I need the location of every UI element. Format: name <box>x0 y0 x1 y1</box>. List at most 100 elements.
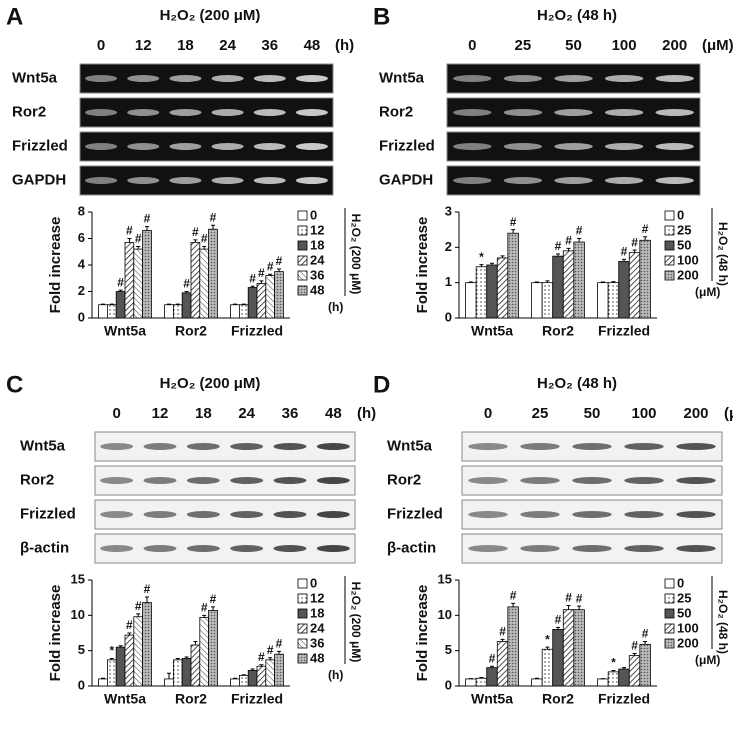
lane-label: 100 <box>612 37 637 54</box>
bar <box>257 666 266 686</box>
significance-marker: # <box>267 259 274 273</box>
legend-unit: (h) <box>328 668 343 682</box>
legend-swatch <box>298 579 307 588</box>
blot <box>95 466 355 495</box>
significance-marker: # <box>117 275 124 289</box>
legend-swatch <box>298 639 307 648</box>
lane-label: 0 <box>468 37 476 54</box>
bar <box>640 240 651 318</box>
bar <box>542 649 553 686</box>
band <box>572 511 612 518</box>
blot-label: Frizzled <box>20 505 76 522</box>
bar <box>231 679 240 686</box>
band <box>85 143 117 150</box>
band <box>676 545 716 552</box>
bar <box>266 660 275 686</box>
band <box>655 109 693 116</box>
legend-swatch <box>298 286 307 295</box>
lane-label: 36 <box>282 405 299 422</box>
significance-marker: # <box>555 239 562 253</box>
significance-marker: # <box>192 225 199 239</box>
legend-title: H₂O₂ (48 h) <box>716 222 730 286</box>
band <box>317 511 350 518</box>
band <box>144 545 177 552</box>
lane-label: 25 <box>515 37 532 54</box>
band <box>230 511 263 518</box>
x-tick-label: Wnt5a <box>471 691 513 707</box>
band <box>127 143 159 150</box>
blot-label: Ror2 <box>379 103 413 120</box>
significance-marker: # <box>126 618 133 632</box>
bar <box>629 656 640 686</box>
y-tick-label: 10 <box>71 607 85 622</box>
lane-label: 100 <box>631 405 656 422</box>
band <box>212 75 244 82</box>
bar <box>107 305 116 318</box>
band <box>254 143 286 150</box>
lane-label: 0 <box>484 405 492 422</box>
band <box>468 477 508 484</box>
panel-letter: D <box>373 371 390 398</box>
bar <box>542 283 553 318</box>
bar <box>231 305 240 318</box>
band <box>655 177 693 184</box>
error-bar <box>136 614 140 617</box>
legend-label: 0 <box>310 575 317 590</box>
lane-label: 36 <box>261 37 278 54</box>
band <box>520 545 560 552</box>
band <box>605 109 643 116</box>
band <box>144 477 177 484</box>
significance-marker: # <box>135 599 142 613</box>
blot <box>95 432 355 461</box>
band <box>554 109 592 116</box>
band <box>274 511 307 518</box>
bar <box>640 644 651 686</box>
band <box>100 511 133 518</box>
band <box>317 443 350 450</box>
x-tick-label: Frizzled <box>598 323 650 339</box>
band <box>187 511 220 518</box>
significance-marker: * <box>545 632 550 646</box>
band <box>274 477 307 484</box>
band <box>504 109 542 116</box>
y-axis-label: Fold increase <box>414 585 431 682</box>
bar <box>107 660 116 686</box>
lane-label: 18 <box>177 37 194 54</box>
legend-label: 200 <box>677 267 699 282</box>
bar <box>563 251 574 318</box>
lane-unit: (h) <box>357 405 376 422</box>
legend-label: 24 <box>310 620 325 635</box>
condition-header: H₂O₂ (200 μM) <box>160 7 261 24</box>
significance-marker: # <box>642 222 649 236</box>
band <box>85 75 117 82</box>
band <box>655 75 693 82</box>
bar <box>275 654 284 686</box>
bar <box>99 305 108 318</box>
legend-swatch <box>298 594 307 603</box>
bar <box>266 276 275 318</box>
lane-label: 50 <box>565 37 582 54</box>
y-tick-label: 5 <box>78 642 85 657</box>
legend-swatch <box>298 211 307 220</box>
x-tick-label: Ror2 <box>175 691 207 707</box>
bar <box>619 261 630 318</box>
bar <box>116 292 125 319</box>
panel-letter: B <box>373 3 390 30</box>
y-tick-label: 0 <box>445 309 452 324</box>
y-axis-label: Fold increase <box>47 585 64 682</box>
band <box>468 443 508 450</box>
band <box>212 177 244 184</box>
band <box>572 477 612 484</box>
band <box>572 443 612 450</box>
panel-letter: A <box>6 3 23 30</box>
bar <box>466 283 477 318</box>
band <box>605 143 643 150</box>
bar <box>125 242 134 318</box>
band <box>468 511 508 518</box>
band <box>254 75 286 82</box>
significance-marker: * <box>109 644 114 658</box>
bar <box>532 283 543 318</box>
